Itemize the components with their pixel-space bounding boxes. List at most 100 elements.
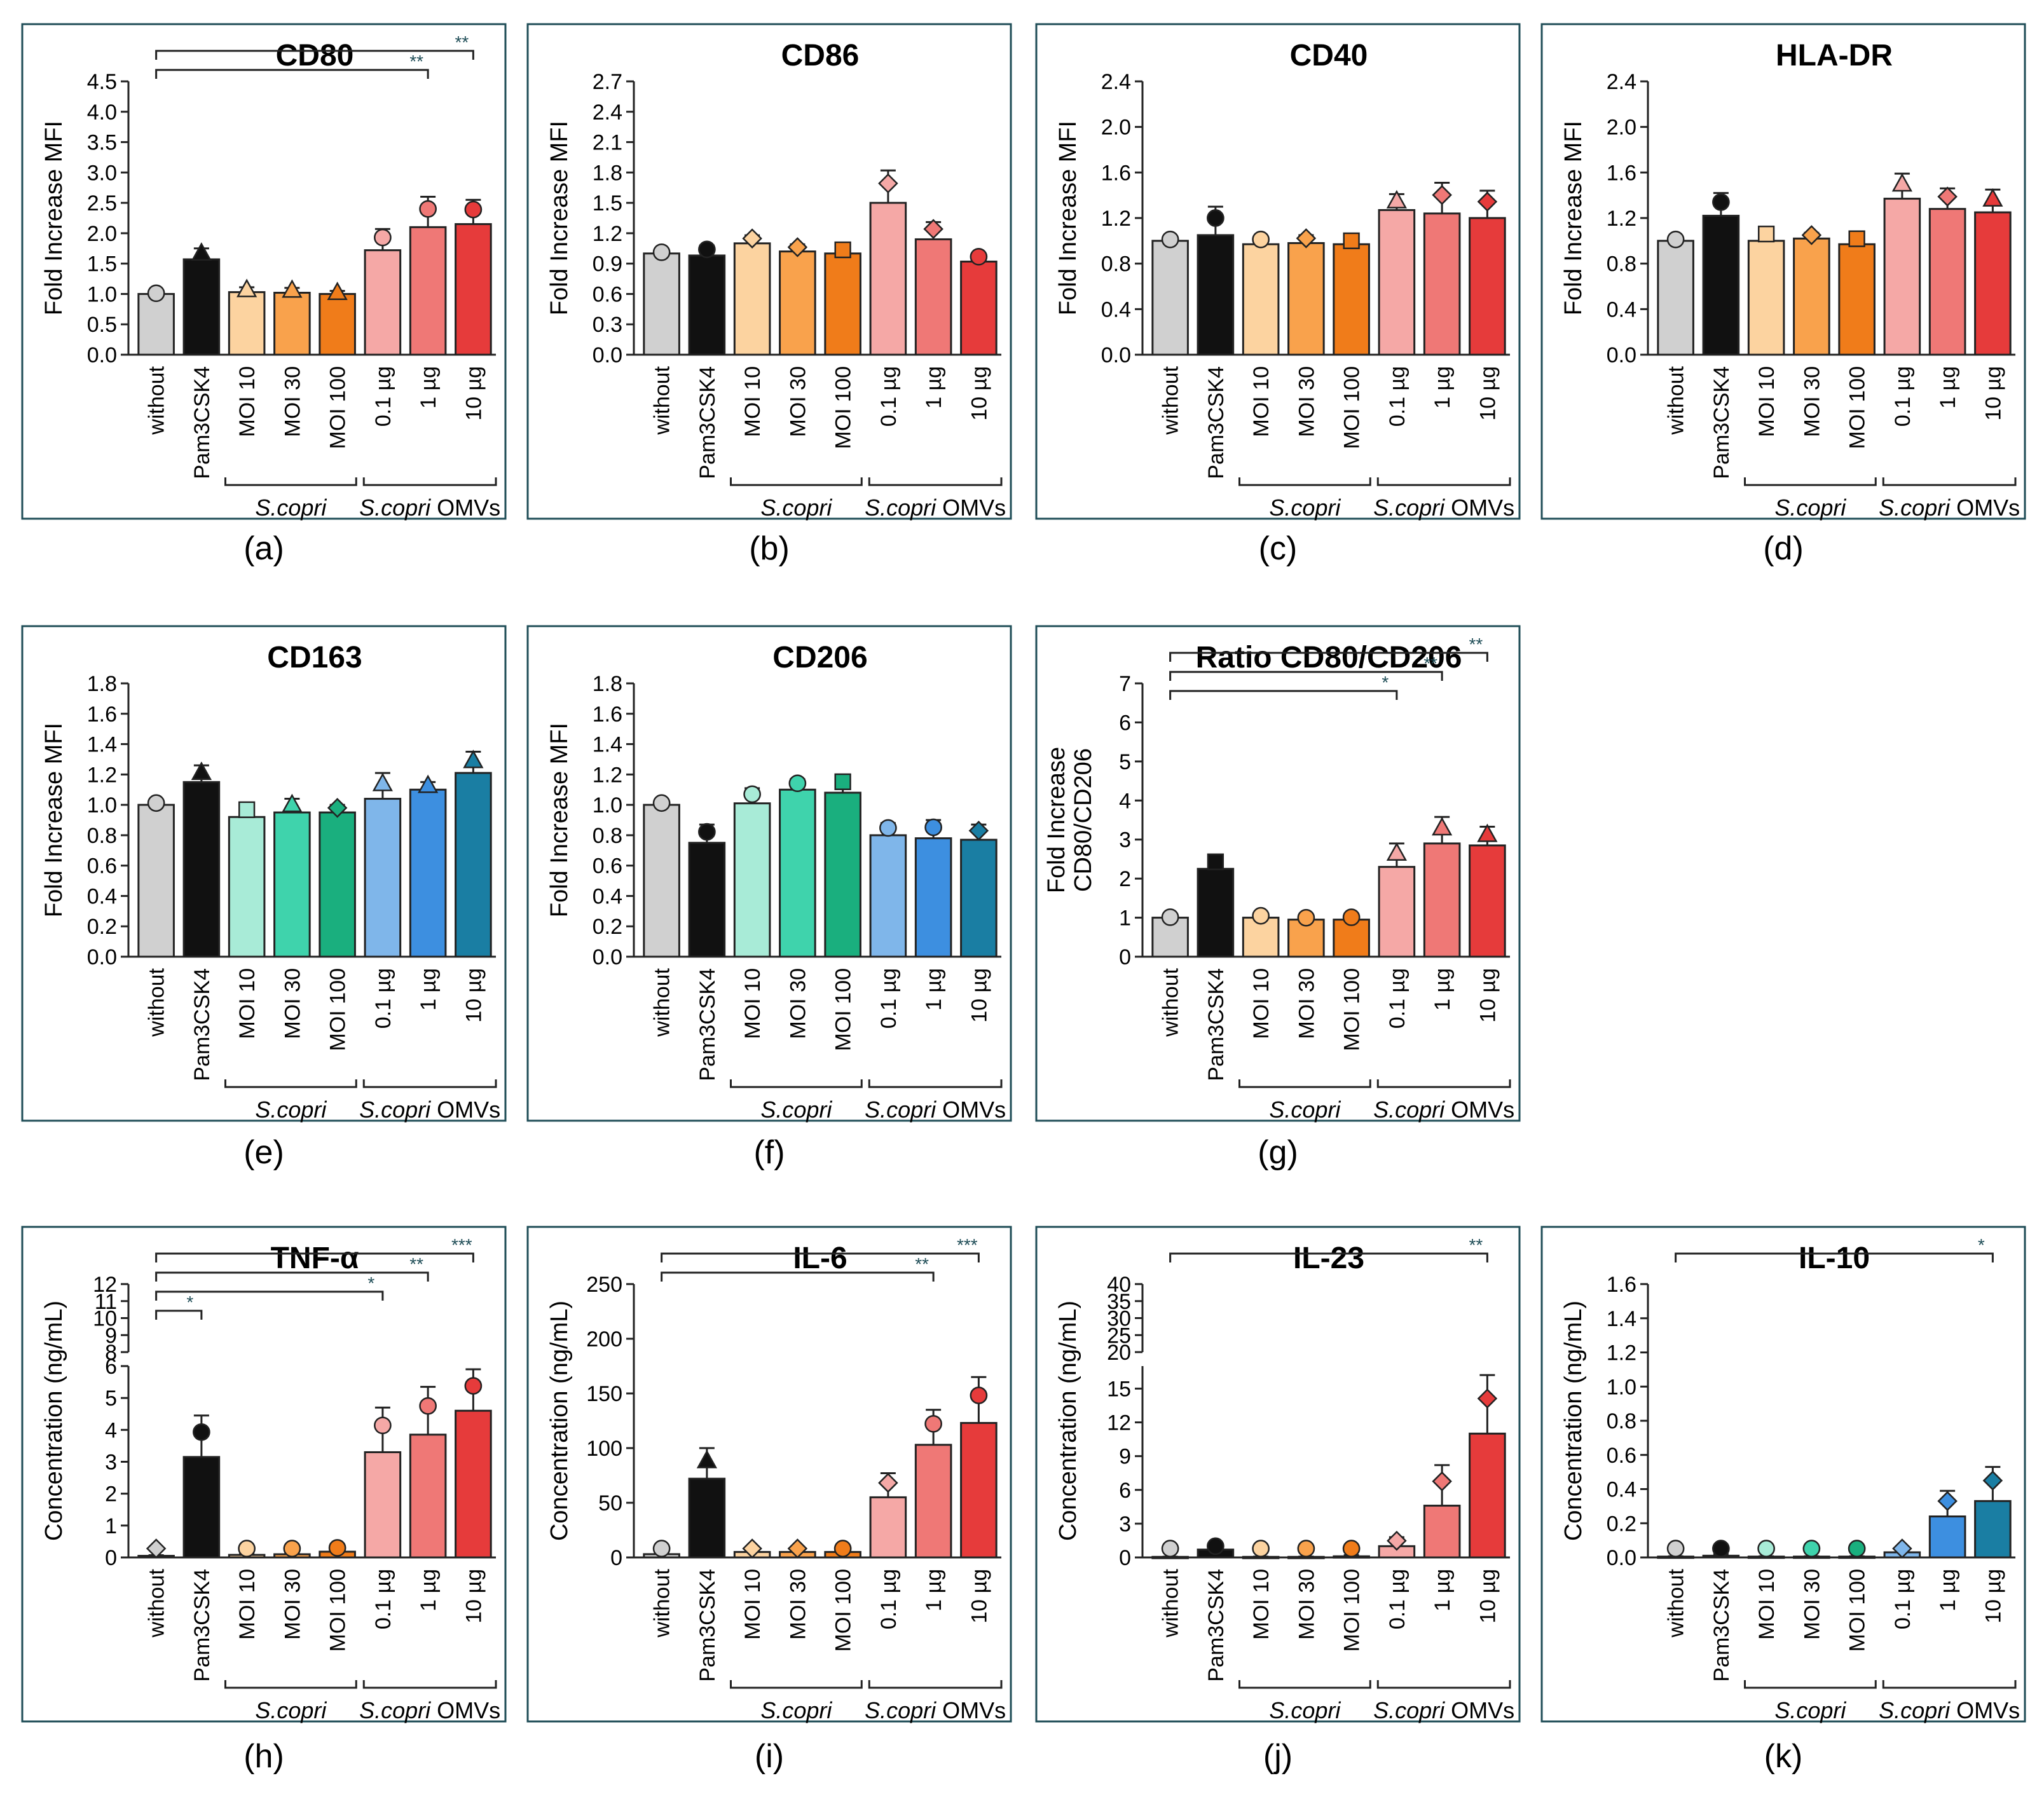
data-point bbox=[652, 1540, 671, 1557]
data-point bbox=[1387, 1531, 1407, 1551]
group-label-scopri: S.copri bbox=[760, 1097, 832, 1123]
bar-2 bbox=[228, 291, 266, 356]
bar-6 bbox=[1423, 842, 1461, 958]
group-label-omvs-suffix: OMVs bbox=[1444, 1097, 1514, 1123]
data-point bbox=[1161, 908, 1179, 926]
bar-6 bbox=[1928, 208, 1966, 356]
significance-bracket bbox=[1169, 1252, 1488, 1262]
x-tick-label: without bbox=[1159, 1568, 1183, 1638]
bar-5 bbox=[364, 798, 402, 958]
x-tick-label: MOI 100 bbox=[1340, 968, 1364, 1051]
data-point bbox=[1207, 1537, 1224, 1556]
group-label-omvs-suffix: OMVs bbox=[1444, 1697, 1514, 1723]
group-label-omvs-italic: S.copri bbox=[359, 1097, 431, 1123]
chart-panel-i: IL-6 Concentration (ng/mL) 0 50 100 150 200 250… bbox=[526, 1226, 1012, 1775]
x-tick-label: 1 µg bbox=[922, 968, 946, 1011]
y-tick-label: 2.0 bbox=[1607, 116, 1636, 140]
y-tick-label: 0.6 bbox=[87, 854, 117, 879]
y-tick-label: 0.8 bbox=[593, 824, 622, 848]
x-tick-label: without bbox=[650, 366, 675, 435]
significance-stars: * bbox=[1382, 673, 1389, 692]
x-tick-label: Pam3CSK4 bbox=[696, 366, 720, 479]
bar-5 bbox=[1883, 198, 1921, 356]
x-tick-label: MOI 10 bbox=[235, 1569, 259, 1639]
x-tick-label: MOI 100 bbox=[326, 366, 350, 449]
bar-7 bbox=[960, 838, 998, 958]
group-bracket-omvs bbox=[362, 477, 497, 486]
group-label-scopri: S.copri bbox=[1269, 1697, 1341, 1723]
y-tick-label: 11 bbox=[95, 1290, 117, 1314]
y-tick-label: 1.4 bbox=[593, 733, 622, 757]
y-tick-label: 4 bbox=[1119, 789, 1131, 813]
y-tick-label: 50 bbox=[598, 1491, 622, 1515]
y-tick-label: 1.0 bbox=[87, 282, 117, 306]
y-tick-label: 6 bbox=[1119, 1479, 1131, 1503]
y-tick-label: 2 bbox=[1119, 867, 1131, 891]
x-tick-label: 1 µg bbox=[1430, 366, 1455, 409]
data-point bbox=[1477, 191, 1498, 212]
group-label-omvs-suffix: OMVs bbox=[1950, 495, 2020, 521]
data-point bbox=[742, 228, 762, 249]
y-axis-label: Fold Increase MFI bbox=[546, 723, 573, 917]
data-point bbox=[1891, 173, 1912, 192]
y-tick-label: 1.2 bbox=[1607, 1341, 1636, 1365]
x-tick-label: 10 µg bbox=[967, 1569, 991, 1624]
data-point bbox=[191, 242, 212, 261]
y-tick-label: 250 bbox=[586, 1273, 622, 1297]
y-tick-label: 15 bbox=[1107, 1377, 1131, 1401]
group-label-omvs-italic: S.copri bbox=[359, 495, 431, 521]
data-point bbox=[1252, 1540, 1270, 1557]
bar-1 bbox=[688, 254, 726, 356]
group-label-omvs: S.copri OMVs bbox=[1373, 495, 1514, 521]
data-point bbox=[464, 1377, 483, 1395]
y-tick-label: 4 bbox=[105, 1418, 117, 1442]
chart-panel-b: CD86 Fold Increase MFI 0.0 0.3 0.6 0.9 1.2 1.5 1… bbox=[526, 23, 1012, 567]
data-point bbox=[1252, 906, 1270, 925]
y-tick-label: 35 bbox=[1107, 1290, 1131, 1314]
x-tick-label: MOI 30 bbox=[280, 366, 305, 437]
bar-0 bbox=[1151, 240, 1189, 356]
group-label-omvs-italic: S.copri bbox=[1373, 1697, 1445, 1723]
bar-4 bbox=[1333, 243, 1370, 356]
x-tick-label: MOI 10 bbox=[741, 366, 765, 437]
bar-1 bbox=[182, 781, 221, 958]
bar-4 bbox=[1838, 243, 1876, 356]
bar-1 bbox=[688, 1477, 726, 1559]
bar-3 bbox=[1287, 242, 1325, 356]
x-tick-label: MOI 100 bbox=[832, 1569, 856, 1652]
x-tick-label: 1 µg bbox=[1936, 366, 1960, 409]
x-tick-label: MOI 100 bbox=[1340, 1569, 1364, 1652]
bar-4 bbox=[824, 791, 861, 958]
y-tick-label: 12 bbox=[93, 1273, 117, 1297]
panel-label: (c) bbox=[1259, 530, 1298, 567]
y-tick-label: 0.4 bbox=[87, 884, 117, 908]
y-tick-label: 7 bbox=[1119, 672, 1131, 696]
data-point bbox=[1666, 1540, 1685, 1557]
x-tick-label: without bbox=[145, 366, 169, 435]
y-tick-label: 0.4 bbox=[1607, 298, 1636, 322]
y-tick-label: 5 bbox=[105, 1386, 117, 1411]
x-tick-label: Pam3CSK4 bbox=[190, 1569, 214, 1682]
y-tick-label: 0 bbox=[105, 1546, 117, 1570]
x-tick-label: 0.1 µg bbox=[877, 1569, 901, 1629]
panel-label: (h) bbox=[243, 1738, 284, 1775]
y-axis-label: Fold Increase bbox=[1043, 747, 1070, 893]
significance-bracket bbox=[155, 1271, 429, 1282]
bar-5 bbox=[364, 1451, 402, 1559]
y-tick-label: 0.2 bbox=[87, 915, 117, 939]
chart-title: TNF-α bbox=[271, 1242, 359, 1275]
group-label-omvs: S.copri OMVs bbox=[359, 1697, 500, 1723]
y-axis-label-line2: CD80/CD206 bbox=[1070, 748, 1097, 892]
data-point bbox=[652, 794, 671, 812]
group-bracket-omvs bbox=[1376, 1079, 1511, 1088]
data-point bbox=[1297, 908, 1315, 927]
y-tick-label: 0 bbox=[610, 1546, 622, 1570]
bar-5 bbox=[1378, 209, 1416, 356]
y-tick-label: 2.4 bbox=[593, 100, 622, 125]
significance-stars: ** bbox=[409, 1254, 423, 1274]
data-point bbox=[464, 200, 483, 219]
y-tick-label: 1.2 bbox=[593, 763, 622, 787]
y-tick-label: 3.5 bbox=[87, 131, 117, 155]
chart-panel-e: CD163 Fold Increase MFI 0.0 0.2 0.4 0.6 0.8 1.0… bbox=[21, 625, 507, 1171]
